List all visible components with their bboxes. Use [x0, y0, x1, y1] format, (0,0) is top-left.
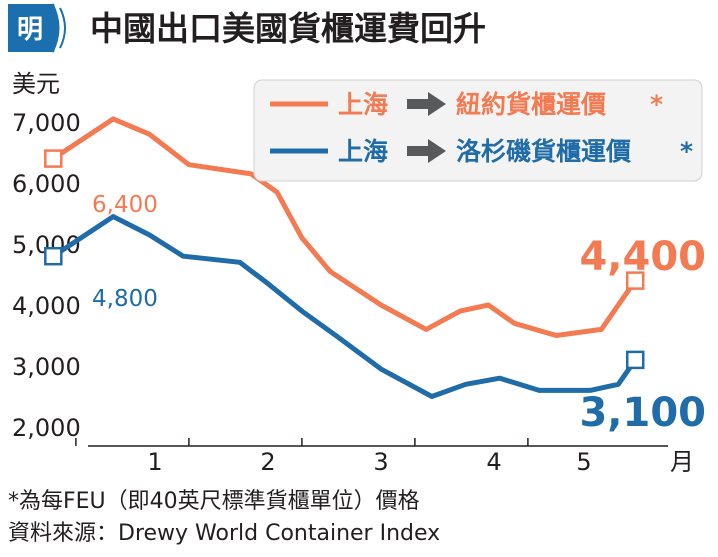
x-tick-label: 1 [147, 448, 162, 476]
legend-to-ny: 紐約貨櫃運價 [456, 90, 607, 119]
legend-box [253, 79, 703, 182]
x-axis-title: 月 [670, 448, 694, 476]
legend-star-la: * [680, 137, 693, 166]
la-end-label: 3,100 [579, 390, 706, 436]
x-tick-label: 3 [373, 448, 388, 476]
chart-title: 中國出口美國貨櫃運費回升 [90, 9, 486, 48]
logo-glyph: 明 [17, 15, 43, 45]
y-axis: 7,000 6,000 5,000 4,000 3,000 2,000 [12, 109, 81, 442]
x-tick-label: 2 [260, 448, 275, 476]
legend-star-ny: * [650, 90, 663, 119]
legend-from-la: 上海 [338, 137, 388, 166]
legend-to-la: 洛杉磯貨櫃運價 [456, 137, 632, 166]
x-tick-label: 4 [486, 448, 501, 476]
la-start-label: 4,800 [92, 286, 158, 312]
x-axis: 1 2 3 4 5 月 [75, 438, 694, 476]
footnote: *為每FEU（即40英尺標準貨櫃單位）價格 [8, 489, 420, 514]
y-axis-title: 美元 [12, 70, 60, 98]
series-line-la [50, 214, 638, 399]
y-tick-label: 4,000 [12, 292, 81, 320]
arrow-right-icon [407, 92, 446, 116]
y-tick-label: 2,000 [12, 414, 81, 442]
end-marker-la [626, 350, 645, 370]
ny-end-label: 4,400 [579, 234, 706, 280]
legend-item-ny: 上海 紐約貨櫃運價 * [270, 90, 663, 119]
y-tick-label: 3,000 [12, 353, 81, 381]
logo-badge: 明 [8, 3, 66, 53]
y-tick-label: 7,000 [12, 109, 81, 137]
x-tick-label: 5 [576, 448, 591, 476]
start-marker-la [44, 246, 63, 266]
header: 明 中國出口美國貨櫃運費回升 [8, 3, 486, 53]
y-tick-label: 6,000 [12, 170, 81, 198]
legend-item-la: 上海 洛杉磯貨櫃運價 * [270, 137, 693, 166]
start-marker-ny [44, 149, 63, 168]
series-line-ny [50, 116, 638, 338]
source-note: 資料來源：Drewy World Container Index [8, 521, 440, 546]
series-layer [44, 116, 645, 399]
legend-from-ny: 上海 [338, 90, 388, 119]
ny-start-label: 6,400 [92, 192, 158, 218]
legend: 上海 紐約貨櫃運價 * 上海 洛杉磯貨櫃運價 * [253, 79, 703, 182]
end-marker-ny [626, 271, 645, 290]
x-tick-marks [75, 438, 529, 446]
arrow-right-icon [407, 139, 446, 163]
